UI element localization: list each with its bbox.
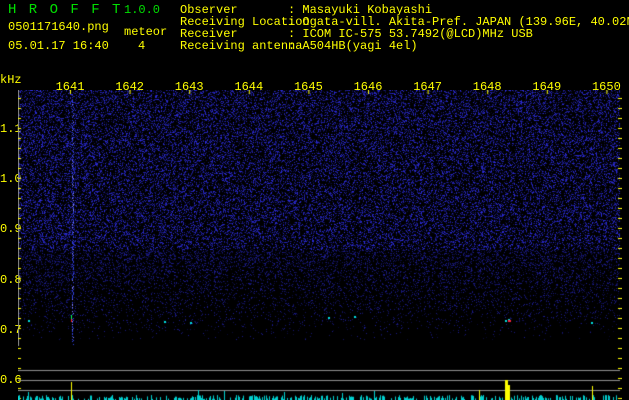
info-label: Receiver bbox=[180, 27, 238, 41]
file-name: 0501171640.png bbox=[8, 20, 109, 34]
y-tick-label: 1.0 bbox=[0, 172, 22, 187]
y-tick-label: 1.1 bbox=[0, 122, 22, 136]
y-tick-label: 0.9 bbox=[0, 222, 22, 237]
y-tick-label: 0.8 bbox=[0, 272, 22, 287]
y-unit-label: kHz bbox=[0, 73, 22, 87]
info-label: Receiving antenna bbox=[180, 39, 303, 53]
datetime: 05.01.17 16:40 bbox=[8, 39, 109, 53]
app-title: H R O F F T bbox=[8, 2, 123, 18]
info-value: : A504HB(yagi 4el) bbox=[288, 39, 418, 53]
y-tick-label: 0.7 bbox=[0, 322, 22, 337]
info-value: : ICOM IC-575 53.7492(@LCD)MHz USB bbox=[288, 27, 533, 41]
spectrogram bbox=[18, 90, 622, 400]
info-label: Receiving Location bbox=[180, 15, 310, 29]
meteor-label: meteor bbox=[124, 25, 168, 39]
info-value: : Ogata-vill. Akita-Pref. JAPAN (139.96E… bbox=[288, 15, 629, 29]
meteor-count: 4 bbox=[138, 39, 146, 53]
y-tick-label: 0.6 bbox=[0, 373, 22, 387]
app-version: 1.0.0 bbox=[124, 3, 161, 17]
info-label: Observer bbox=[180, 3, 238, 17]
info-value: : Masayuki Kobayashi bbox=[288, 3, 433, 17]
